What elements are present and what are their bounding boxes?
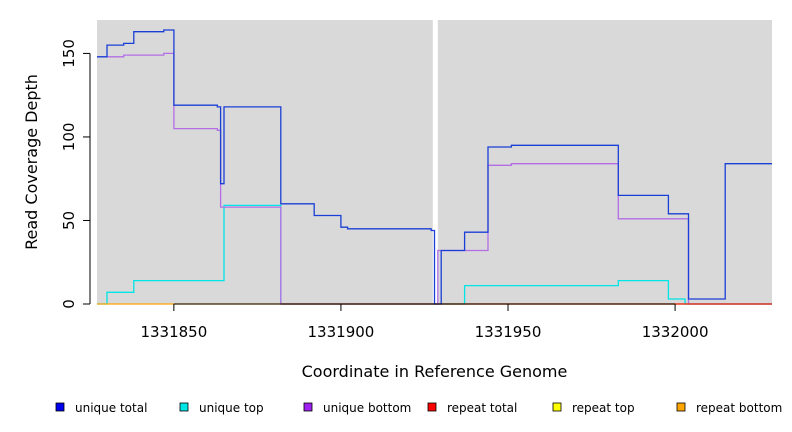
legend-swatch-repeat-top: [552, 402, 562, 412]
axis-layer: 1331850 1331900 1331950 1332000 0 50 100 150: [60, 39, 709, 341]
y-tick-label: 50: [60, 211, 78, 230]
coverage-gap: [432, 20, 438, 304]
x-tick-label: 1332000: [642, 323, 709, 341]
y-tick-label: 150: [60, 39, 78, 68]
x-tick-label: 1331900: [308, 323, 375, 341]
y-tick-label: 0: [60, 299, 78, 309]
legend-swatch-unique-top: [179, 402, 189, 412]
x-tick-label: 1331850: [140, 323, 207, 341]
legend-label-unique-bottom: unique bottom: [323, 401, 411, 415]
x-tick-label: 1331950: [475, 323, 542, 341]
legend-label-repeat-bottom: repeat bottom: [696, 401, 782, 415]
legend-swatch-repeat-total: [427, 402, 437, 412]
y-axis-title: Read Coverage Depth: [22, 74, 41, 250]
legend-label-unique-total: unique total: [75, 401, 147, 415]
legend-swatch-unique-bottom: [303, 402, 313, 412]
legend-label-repeat-total: repeat total: [447, 401, 517, 415]
legend-label-unique-top: unique top: [199, 401, 264, 415]
series-line-unique-total: [97, 29, 772, 305]
legend-swatch-unique-total: [55, 402, 65, 412]
legend-label-repeat-top: repeat top: [572, 401, 635, 415]
legend: unique total unique top unique bottom repea…: [55, 401, 782, 415]
y-tick-label: 100: [60, 123, 78, 152]
legend-swatch-repeat-bottom: [676, 402, 686, 412]
x-axis-title: Coordinate in Reference Genome: [302, 362, 568, 381]
